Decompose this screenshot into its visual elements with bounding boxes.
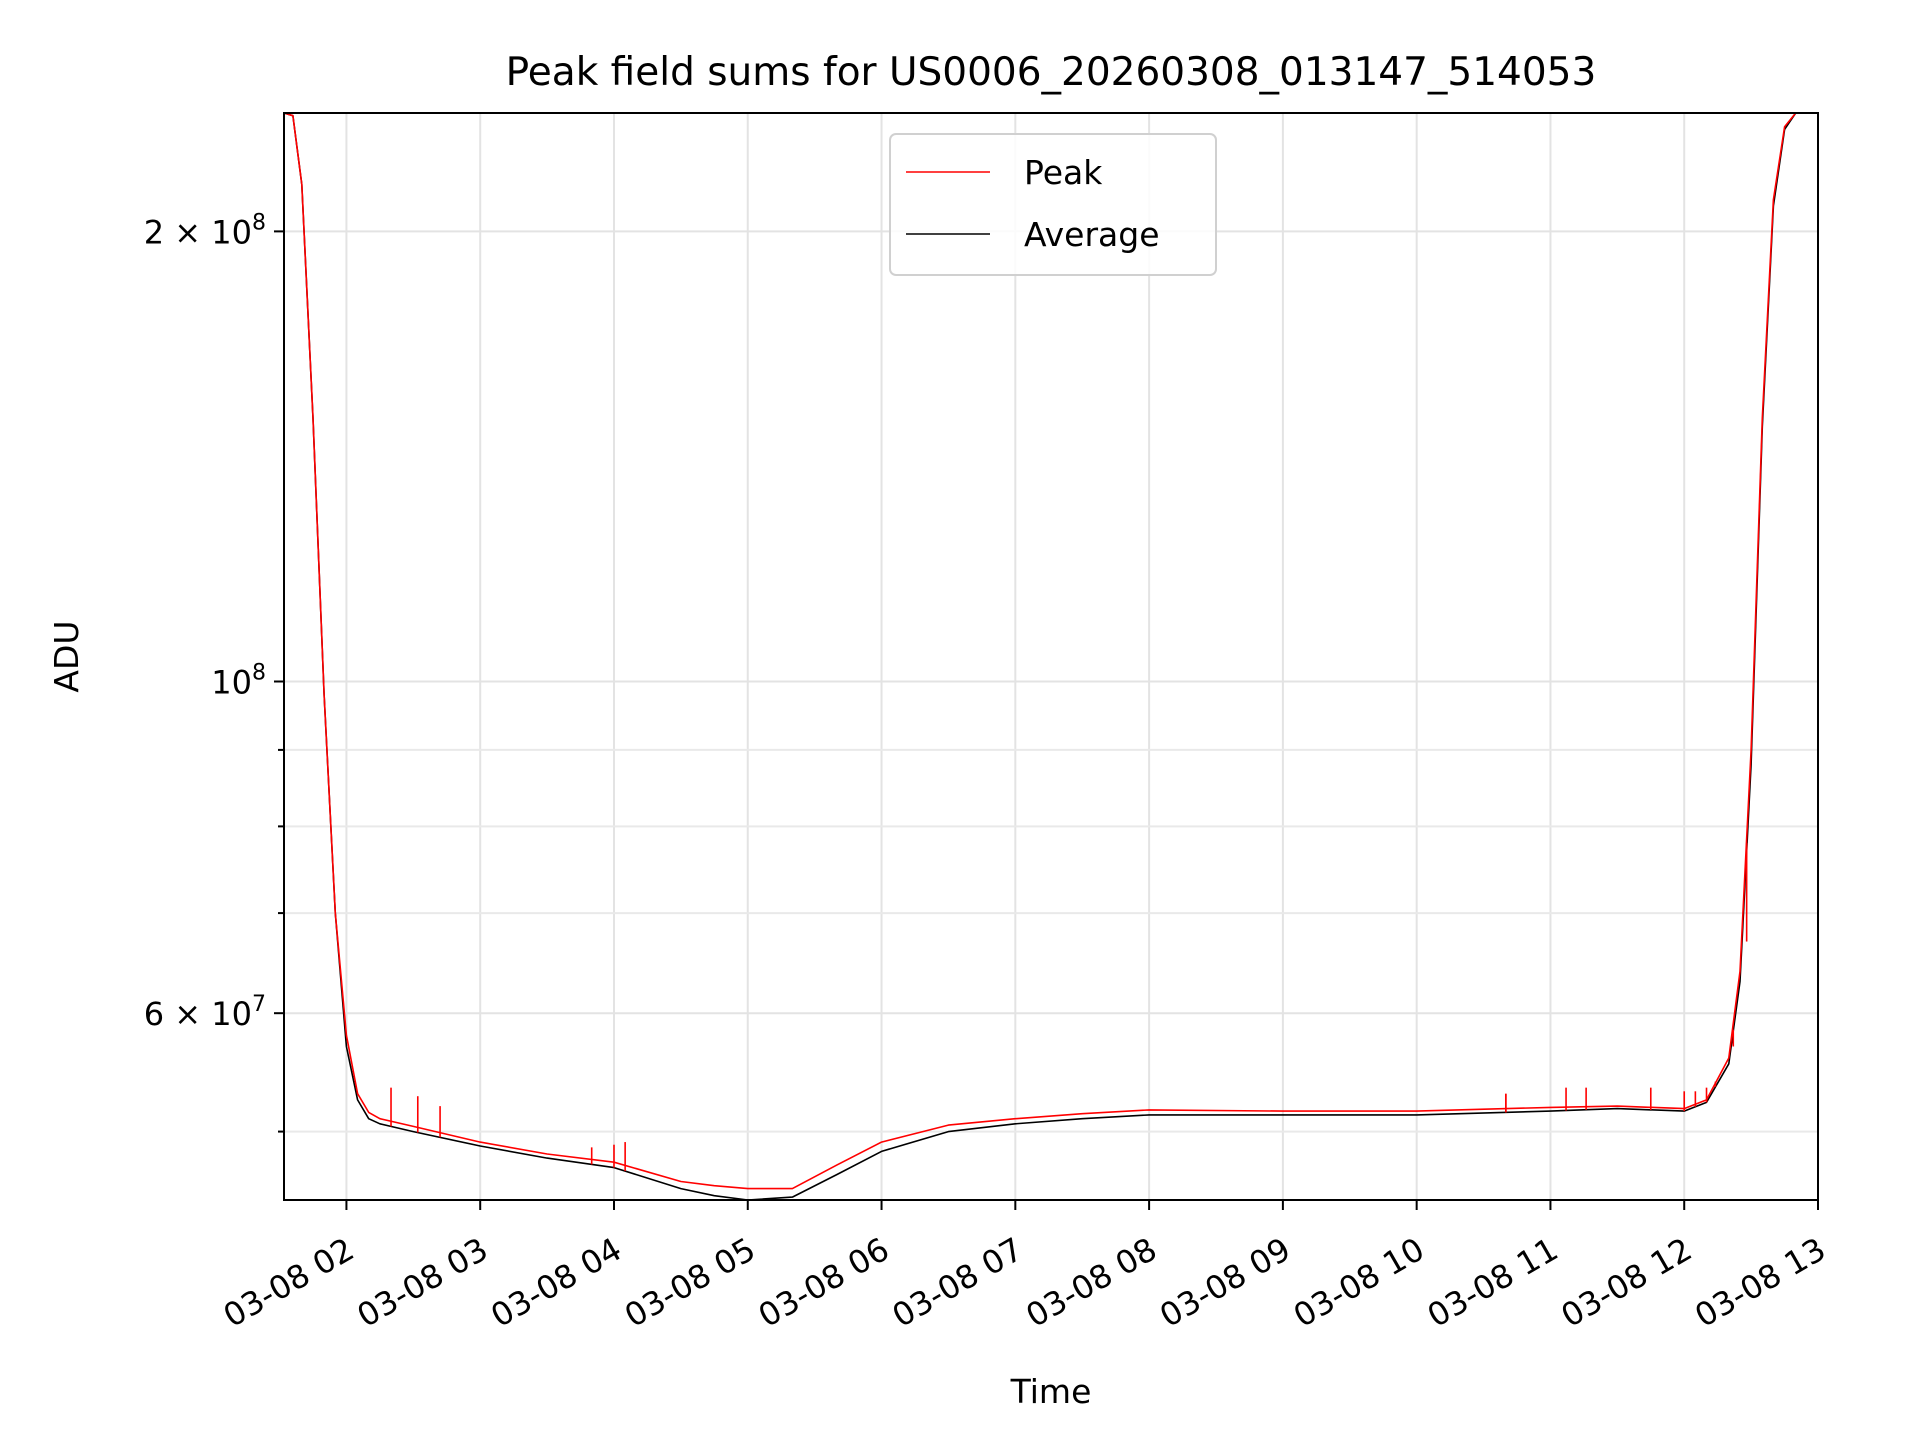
y-tick-label: 108 — [211, 660, 266, 701]
y-tick-label: 2 × 108 — [144, 210, 266, 251]
grid — [284, 113, 1819, 1200]
y-tick-label: 6 × 107 — [144, 992, 266, 1033]
axes-frame — [283, 112, 1819, 1201]
legend-label: Average — [1024, 215, 1160, 254]
plot-lines — [283, 112, 1818, 1201]
y-axis-label: ADU — [47, 620, 86, 692]
chart-title: Peak field sums for US0006_20260308_0131… — [506, 50, 1597, 95]
legend: Peak Average — [889, 133, 1217, 276]
legend-label: Peak — [1024, 153, 1103, 192]
x-axis-label: Time — [1010, 1372, 1092, 1411]
legend-box — [889, 133, 1217, 276]
series-line-peak — [283, 112, 1818, 1190]
